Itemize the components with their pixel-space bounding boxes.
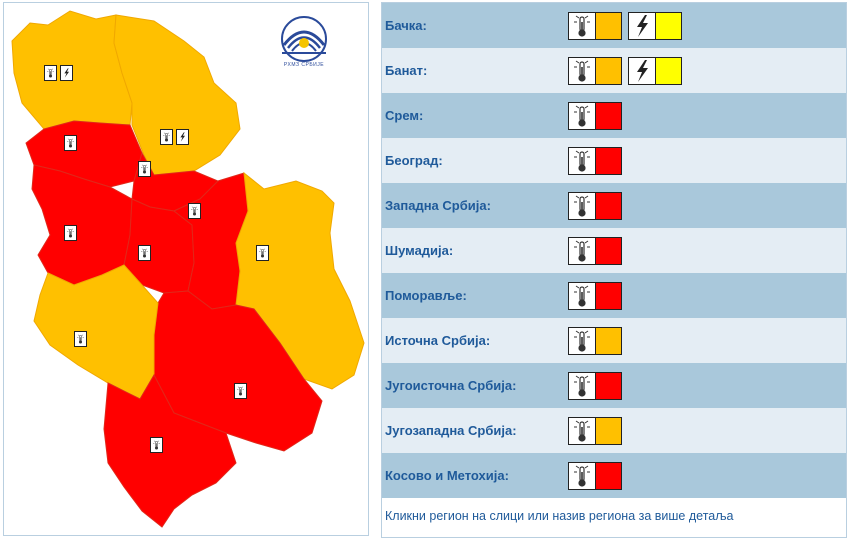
thermometer-icon <box>64 225 77 241</box>
thermometer-icon <box>568 462 596 490</box>
lightning-icon <box>176 129 189 145</box>
warning-badge <box>568 327 622 355</box>
region-row[interactable]: Косово и Метохија: <box>382 453 846 498</box>
rhmz-logo: РХМЗ СРБИЈЕ <box>274 15 334 73</box>
region-name-link[interactable]: Југозападна Србија: <box>385 423 517 438</box>
region-name-link[interactable]: Шумадија: <box>385 243 454 258</box>
thermometer-icon <box>568 12 596 40</box>
map-badge-jugozapadna[interactable] <box>74 331 87 347</box>
instruction-text: Кликни регион на слици или назив региона… <box>385 509 734 523</box>
region-name-link[interactable]: Западна Србија: <box>385 198 491 213</box>
warning-level-orange <box>596 327 622 355</box>
map-badge-srem[interactable] <box>64 135 77 151</box>
warning-badge <box>568 372 622 400</box>
warning-badge <box>568 12 622 40</box>
region-name-link[interactable]: Банат: <box>385 63 428 78</box>
warning-badge <box>568 282 622 310</box>
map-badge-sumadija[interactable] <box>138 245 151 261</box>
map-badge-banat[interactable] <box>160 129 189 145</box>
warning-level-yellow <box>656 57 682 85</box>
thermometer-icon <box>568 417 596 445</box>
warning-badge <box>568 237 622 265</box>
map-badge-kosovo[interactable] <box>150 437 163 453</box>
region-warning-table: Бачка: Банат: Срем: Београд: Западна <box>381 2 847 538</box>
map-badge-istocna[interactable] <box>256 245 269 261</box>
warning-level-orange <box>596 12 622 40</box>
thermometer-icon <box>568 102 596 130</box>
map-badge-pomoravlje[interactable] <box>188 203 201 219</box>
region-row[interactable]: Бачка: <box>382 3 846 48</box>
region-jugozapadna[interactable] <box>33 264 159 400</box>
warning-level-yellow <box>656 12 682 40</box>
region-srem[interactable] <box>25 120 143 188</box>
region-row[interactable]: Банат: <box>382 48 846 93</box>
thermometer-icon <box>234 383 247 399</box>
logo-caption: РХМЗ СРБИЈЕ <box>283 62 325 68</box>
warning-level-red <box>596 237 622 265</box>
region-name-link[interactable]: Срем: <box>385 108 424 123</box>
map-badge-jugoistocna[interactable] <box>234 383 247 399</box>
warning-badge <box>568 462 622 490</box>
region-row[interactable]: Источна Србија: <box>382 318 846 363</box>
warning-level-orange <box>596 57 622 85</box>
region-row[interactable]: Поморавље: <box>382 273 846 318</box>
thermometer-icon <box>150 437 163 453</box>
warning-level-red <box>596 462 622 490</box>
warning-map-panel: РХМЗ СРБИЈЕ <box>3 2 369 536</box>
warning-badge <box>568 57 622 85</box>
region-name-link[interactable]: Југоисточна Србија: <box>385 378 517 393</box>
serbia-warning-map <box>11 10 365 528</box>
region-row[interactable]: Југозападна Србија: <box>382 408 846 453</box>
region-row[interactable]: Југоисточна Србија: <box>382 363 846 408</box>
region-row[interactable]: Западна Србија: <box>382 183 846 228</box>
thermometer-icon <box>64 135 77 151</box>
region-row[interactable]: Срем: <box>382 93 846 138</box>
region-name-link[interactable]: Поморавље: <box>385 288 467 303</box>
thermometer-icon <box>138 161 151 177</box>
warning-level-red <box>596 372 622 400</box>
warning-level-red <box>596 192 622 220</box>
region-name-link[interactable]: Бачка: <box>385 18 427 33</box>
region-row[interactable]: Шумадија: <box>382 228 846 273</box>
map-badge-zapadna[interactable] <box>64 225 77 241</box>
thermometer-icon <box>138 245 151 261</box>
map-badge-beograd[interactable] <box>138 161 151 177</box>
thermometer-icon <box>568 372 596 400</box>
warning-level-red <box>596 282 622 310</box>
warning-badge <box>628 12 682 40</box>
thermometer-icon <box>44 65 57 81</box>
thermometer-icon <box>160 129 173 145</box>
warning-level-orange <box>596 417 622 445</box>
thermometer-icon <box>74 331 87 347</box>
thermometer-icon <box>568 147 596 175</box>
warning-badge <box>568 102 622 130</box>
warning-badge <box>568 192 622 220</box>
warning-level-red <box>596 147 622 175</box>
warning-badge <box>568 147 622 175</box>
thermometer-icon <box>568 57 596 85</box>
lightning-icon <box>628 12 656 40</box>
thermometer-icon <box>568 282 596 310</box>
region-name-link[interactable]: Београд: <box>385 153 443 168</box>
warning-level-red <box>596 102 622 130</box>
map-badge-backa[interactable] <box>44 65 73 81</box>
lightning-icon <box>628 57 656 85</box>
region-istocna[interactable] <box>235 171 365 390</box>
lightning-icon <box>60 65 73 81</box>
region-name-link[interactable]: Источна Србија: <box>385 333 491 348</box>
thermometer-icon <box>188 203 201 219</box>
thermometer-icon <box>568 327 596 355</box>
region-kosovo[interactable] <box>103 373 237 528</box>
region-name-link[interactable]: Косово и Метохија: <box>385 468 509 483</box>
thermometer-icon <box>568 192 596 220</box>
region-banat[interactable] <box>113 14 241 176</box>
thermometer-icon <box>568 237 596 265</box>
region-row[interactable]: Београд: <box>382 138 846 183</box>
thermometer-icon <box>256 245 269 261</box>
warning-badge <box>568 417 622 445</box>
warning-badge <box>628 57 682 85</box>
